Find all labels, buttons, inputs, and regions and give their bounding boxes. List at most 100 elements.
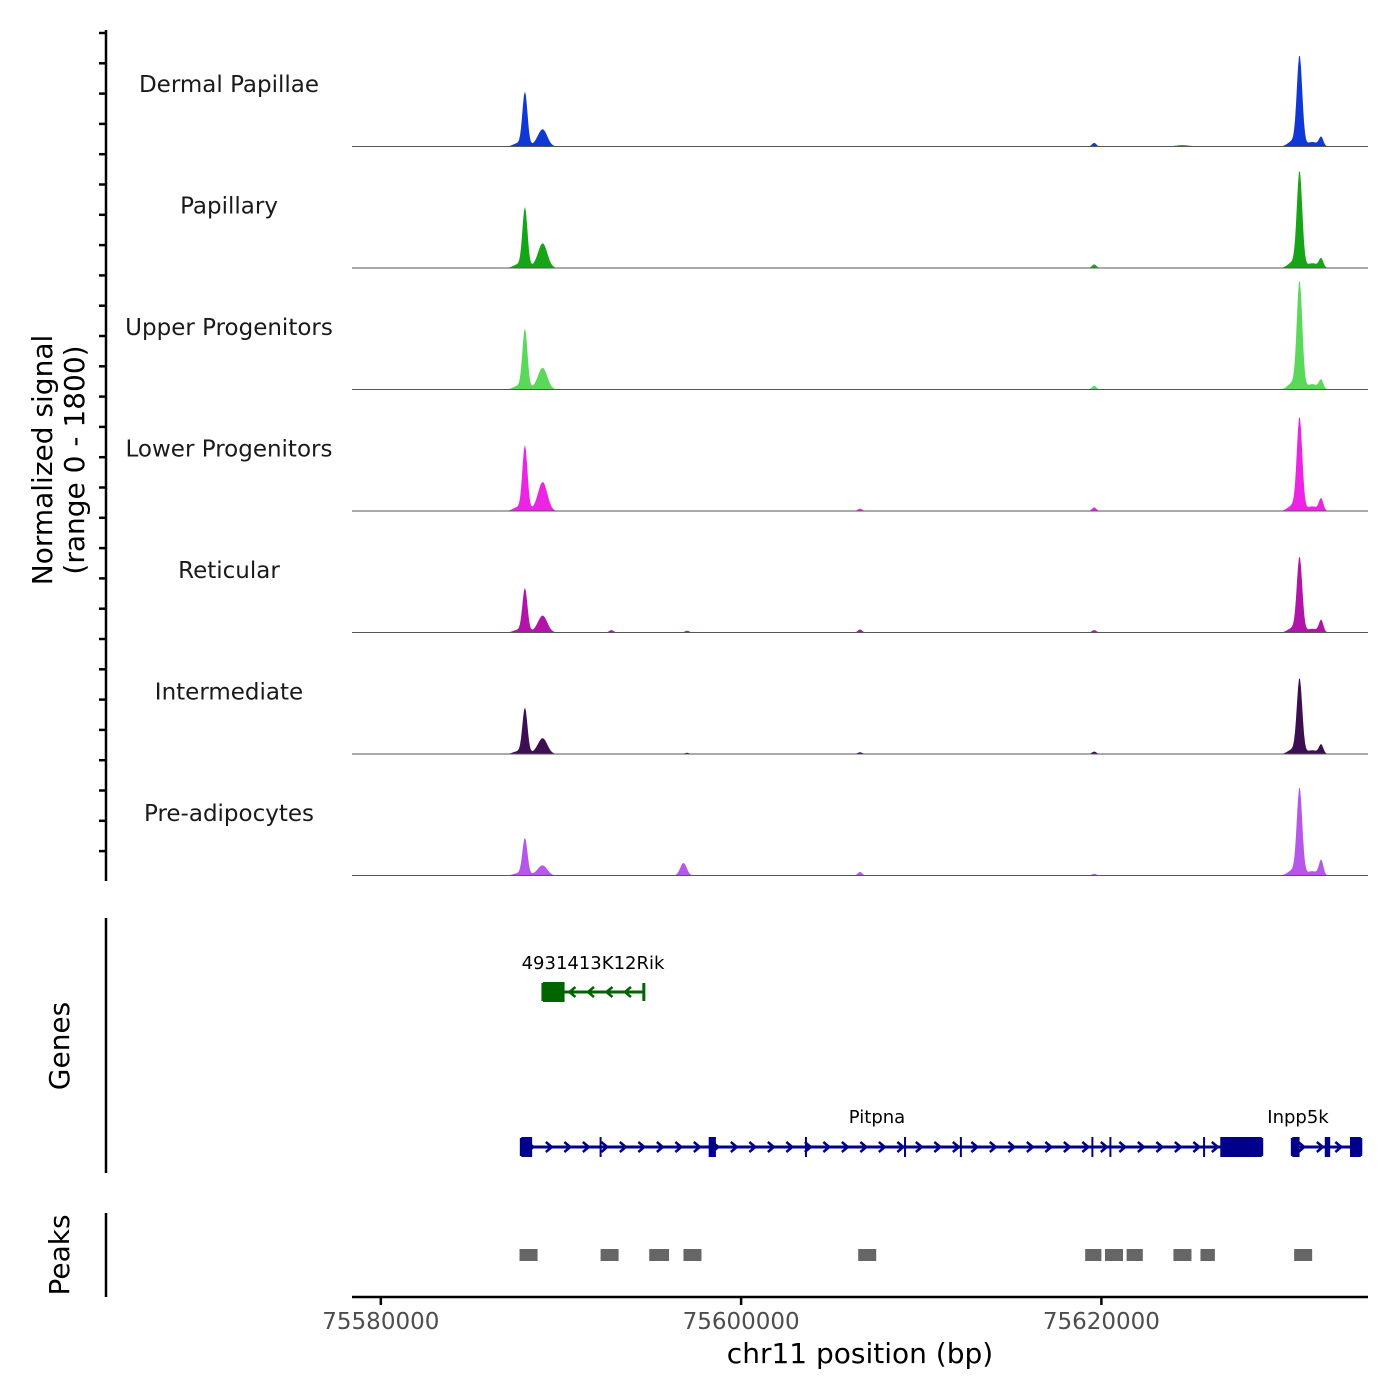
- signal-area: [352, 56, 1368, 147]
- strand-arrow: [1192, 1141, 1202, 1153]
- strand-arrow: [859, 1141, 869, 1153]
- strand-arrow: [1334, 1141, 1344, 1153]
- strand-arrow: [822, 1141, 832, 1153]
- genes-axis-title: Genes: [43, 1002, 76, 1090]
- strand-arrow: [622, 986, 632, 998]
- peak-region: [1085, 1249, 1102, 1261]
- strand-arrow: [1297, 1141, 1307, 1153]
- gene-inpp5k: Inpp5k: [1267, 1107, 1363, 1157]
- strand-arrow: [1155, 1141, 1165, 1153]
- track-label: Papillary: [180, 194, 278, 220]
- gene-label: 4931413K12Rik: [522, 953, 665, 974]
- strand-arrow: [563, 1141, 573, 1153]
- peaks-axis-title: Peaks: [43, 1214, 76, 1295]
- strand-arrow: [567, 986, 577, 998]
- strand-arrow: [1007, 1141, 1017, 1153]
- gene-4931413k12rik: 4931413K12Rik: [522, 953, 665, 1002]
- strand-arrow: [582, 1141, 591, 1153]
- strand-arrow: [730, 1141, 739, 1153]
- x-axis: 75580000 75600000 75620000: [322, 1295, 1368, 1335]
- signal-area: [352, 171, 1368, 268]
- signal-area: [352, 417, 1368, 511]
- peak-region: [600, 1249, 619, 1261]
- signal-area: [352, 678, 1368, 754]
- signal-area: [352, 557, 1368, 633]
- strand-arrow: [1118, 1141, 1128, 1153]
- signal-area: [352, 281, 1368, 390]
- track-lower-progenitors: Lower Progenitors: [126, 417, 1368, 512]
- strand-arrow: [1211, 1141, 1220, 1153]
- exon: [1324, 1137, 1331, 1157]
- x-axis-title: chr11 position (bp): [727, 1337, 993, 1370]
- strand-arrow: [896, 1141, 906, 1153]
- exon: [1220, 1137, 1262, 1157]
- strand-arrow: [1174, 1141, 1183, 1153]
- strand-arrow: [970, 1141, 980, 1153]
- track-papillary: Papillary: [180, 171, 1368, 269]
- strand-arrow: [785, 1141, 795, 1153]
- track-reticular: Reticular: [178, 557, 1368, 633]
- exon: [708, 1137, 716, 1157]
- strand-arrow: [674, 1141, 684, 1153]
- track-label: Intermediate: [155, 680, 303, 706]
- track-upper-progenitors: Upper Progenitors: [125, 281, 1368, 390]
- track-label: Dermal Papillae: [139, 72, 319, 98]
- peaks-panel: [104, 1213, 1313, 1297]
- strand-arrow: [1081, 1141, 1091, 1153]
- strand-arrow: [585, 986, 595, 998]
- x-tick-label: 75620000: [1043, 1309, 1160, 1335]
- peak-region: [683, 1249, 702, 1261]
- strand-arrow: [748, 1141, 758, 1153]
- track-dermal-papillae: Dermal Papillae: [139, 56, 1368, 147]
- x-tick-label: 75580000: [322, 1309, 439, 1335]
- exon: [521, 1137, 533, 1157]
- gene-label: Pitpna: [849, 1107, 905, 1128]
- exon: [1349, 1137, 1361, 1157]
- track-pre-adipocytes: Pre-adipocytes: [144, 788, 1368, 876]
- signal-tracks: Dermal Papillae Papillary Upper Progenitor…: [125, 56, 1368, 876]
- peak-region: [1104, 1249, 1124, 1261]
- y-axis-title-line1: Normalized signal: [26, 335, 59, 586]
- track-label: Lower Progenitors: [126, 437, 333, 463]
- strand-arrow: [952, 1141, 961, 1153]
- strand-arrow: [637, 1141, 647, 1153]
- strand-arrow: [841, 1141, 850, 1153]
- strand-arrow: [1137, 1141, 1146, 1153]
- peak-region: [1200, 1249, 1215, 1261]
- y-axis-title-line2: (range 0 - 1800): [58, 345, 91, 574]
- strand-arrow: [933, 1141, 943, 1153]
- signal-y-axis: [99, 30, 108, 881]
- strand-arrow: [604, 986, 614, 998]
- peak-region: [1173, 1249, 1192, 1261]
- exon: [1292, 1137, 1300, 1157]
- strand-arrow: [600, 1141, 610, 1153]
- strand-arrow: [1316, 1141, 1325, 1153]
- strand-arrow: [693, 1141, 702, 1153]
- strand-arrow: [1044, 1141, 1054, 1153]
- track-label: Reticular: [178, 558, 280, 584]
- track-label: Upper Progenitors: [125, 315, 333, 341]
- strand-arrow: [656, 1141, 665, 1153]
- gene-pitpna: Pitpna: [519, 1107, 1264, 1157]
- exon: [542, 982, 565, 1002]
- strand-arrow: [545, 1141, 554, 1153]
- signal-area: [352, 788, 1368, 876]
- gene-label: Inpp5k: [1267, 1107, 1329, 1128]
- strand-arrow: [1026, 1141, 1035, 1153]
- strand-arrow: [619, 1141, 628, 1153]
- track-label: Pre-adipocytes: [144, 801, 314, 827]
- strand-arrow: [989, 1141, 998, 1153]
- x-tick-label: 75600000: [683, 1309, 800, 1335]
- peak-region: [1126, 1249, 1143, 1261]
- genes-panel: 4931413K12Rik Pitpna Inpp5k: [104, 918, 1363, 1173]
- peak-region: [1294, 1249, 1313, 1261]
- track-intermediate: Intermediate: [155, 678, 1368, 755]
- strand-arrow: [915, 1141, 924, 1153]
- strand-arrow: [1063, 1141, 1072, 1153]
- strand-arrow: [1100, 1141, 1109, 1153]
- strand-arrow: [767, 1141, 776, 1153]
- peak-region: [649, 1249, 670, 1261]
- peak-region: [858, 1249, 877, 1261]
- strand-arrow: [878, 1141, 887, 1153]
